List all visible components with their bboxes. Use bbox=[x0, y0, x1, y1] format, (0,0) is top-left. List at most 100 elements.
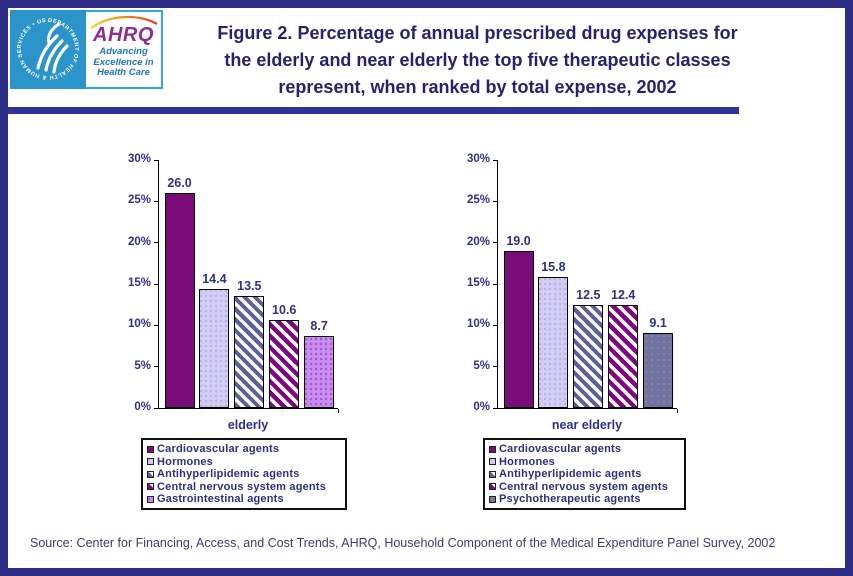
legend-swatch-icon bbox=[489, 470, 496, 478]
y-tick-mark bbox=[493, 242, 498, 244]
legend-label: Cardiovascular agents bbox=[499, 443, 622, 456]
bar-value-label: 13.5 bbox=[237, 279, 262, 293]
y-tick-mark bbox=[493, 324, 498, 326]
legend-swatch-icon bbox=[147, 458, 154, 466]
title-line: Figure 2. Percentage of annual prescribe… bbox=[217, 23, 738, 43]
ahrq-tagline-line: Excellence in bbox=[93, 56, 154, 68]
bar-psychotherapeutic-agents bbox=[643, 333, 674, 408]
bar-antihyperlipidemic-agents bbox=[573, 305, 604, 408]
bar-hormones bbox=[199, 289, 230, 408]
ahrq-tagline: Advancing Excellence in Health Care bbox=[93, 46, 154, 79]
hhs-eagle-icon bbox=[36, 22, 69, 74]
y-tick-mark bbox=[154, 159, 159, 161]
y-tick-mark bbox=[154, 324, 159, 326]
legend-item: Central nervous system agents bbox=[147, 481, 340, 494]
legend-item: Hormones bbox=[489, 456, 679, 469]
x-axis-label: near elderly bbox=[551, 418, 623, 432]
legend-item: Antihyperlipidemic agents bbox=[147, 468, 340, 481]
y-tick-label: 15% bbox=[466, 277, 490, 289]
legend-swatch-icon bbox=[489, 445, 496, 453]
legend-item: Antihyperlipidemic agents bbox=[489, 468, 679, 481]
legend-item: Cardiovascular agents bbox=[147, 443, 340, 456]
bar-value-label: 19.0 bbox=[506, 234, 531, 248]
bar-value-label: 12.4 bbox=[611, 288, 636, 302]
legend-swatch-icon bbox=[147, 470, 154, 478]
bar-antihyperlipidemic-agents bbox=[234, 296, 265, 408]
y-tick-label: 5% bbox=[473, 359, 490, 372]
title-line: represent, when ranked by total expense,… bbox=[278, 77, 677, 97]
bar-value-label: 26.0 bbox=[167, 176, 192, 190]
legend-swatch-icon bbox=[489, 495, 496, 503]
source-note: Source: Center for Financing, Access, an… bbox=[30, 536, 776, 550]
y-tick-label: 5% bbox=[134, 359, 151, 372]
ahrq-tagline-line: Health Care bbox=[97, 67, 150, 78]
legend-item: Gastrointestinal agents bbox=[147, 493, 340, 506]
legend-item: Psychotherapeutic agents bbox=[489, 493, 679, 506]
elderly-chart: 0% 5% 10% 15% 20% 25% 30% 26.0 14.4 13.5 10.6 8.7 e… bbox=[110, 152, 410, 524]
legend-swatch-icon bbox=[489, 458, 496, 466]
legend-label: Hormones bbox=[157, 455, 213, 468]
y-tick-mark bbox=[493, 200, 498, 202]
legend-label: Gastrointestinal agents bbox=[157, 493, 284, 506]
hhs-seal-icon: DEPARTMENT OF HEALTH & HUMAN SERVICES • … bbox=[10, 10, 86, 89]
y-tick-mark bbox=[493, 407, 498, 409]
y-tick-mark bbox=[154, 242, 159, 244]
legend-swatch-icon bbox=[147, 495, 154, 503]
plot-area: 0% 5% 10% 15% 20% 25% 30% 19.0 15.8 12.5 12.4 9.1 bbox=[467, 153, 678, 413]
y-tick-mark bbox=[154, 283, 159, 285]
bar-central-nervous-system-agents bbox=[608, 305, 639, 408]
ahrq-acronym: AHRQ bbox=[93, 24, 154, 46]
legend-label: Antihyperlipidemic agents bbox=[157, 468, 300, 481]
y-tick-label: 15% bbox=[127, 277, 151, 289]
y-tick-mark bbox=[154, 407, 159, 409]
page-title: Figure 2. Percentage of annual prescribe… bbox=[158, 20, 845, 101]
legend-label: Hormones bbox=[499, 455, 555, 468]
legend-item: Hormones bbox=[147, 456, 340, 469]
bar-value-label: 10.6 bbox=[272, 303, 297, 317]
legend-swatch-icon bbox=[147, 445, 154, 453]
bar-cardiovascular-agents bbox=[503, 251, 534, 408]
bar-gastrointestinal-agents bbox=[304, 336, 335, 408]
y-tick-label: 20% bbox=[127, 235, 151, 248]
y-tick-mark bbox=[493, 283, 498, 285]
title-underline-bar bbox=[8, 107, 739, 114]
near-elderly-chart: 0% 5% 10% 15% 20% 25% 30% 19.0 15.8 12.5 12.4 9.1 n… bbox=[449, 152, 749, 524]
y-tick-label: 20% bbox=[466, 235, 490, 248]
bar-value-label: 14.4 bbox=[202, 272, 227, 286]
legend-label: Cardiovascular agents bbox=[157, 443, 280, 456]
ahrq-logo: AHRQ Advancing Excellence in Health Care bbox=[86, 10, 163, 89]
plot-area: 0% 5% 10% 15% 20% 25% 30% 26.0 14.4 13.5 10.6 8.7 bbox=[128, 153, 339, 413]
legend: Cardiovascular agents Hormones Antihyperli… bbox=[483, 438, 686, 510]
bar-value-label: 15.8 bbox=[541, 260, 566, 274]
ahrq-tagline-line: Advancing bbox=[99, 46, 148, 57]
legend-label: Central nervous system agents bbox=[499, 480, 669, 493]
legend-item: Central nervous system agents bbox=[489, 481, 679, 494]
legend-item: Cardiovascular agents bbox=[489, 443, 679, 456]
legend-swatch-icon bbox=[489, 483, 496, 491]
legend: Cardiovascular agents Hormones Antihyperli… bbox=[141, 438, 347, 510]
bar-cardiovascular-agents bbox=[164, 193, 195, 408]
agency-logo-block: DEPARTMENT OF HEALTH & HUMAN SERVICES • … bbox=[10, 10, 163, 89]
y-tick-label: 30% bbox=[466, 153, 490, 165]
bar-value-label: 8.7 bbox=[310, 319, 328, 333]
bar-hormones bbox=[538, 277, 569, 408]
legend-label: Central nervous system agents bbox=[157, 480, 327, 493]
bar-value-label: 9.1 bbox=[649, 316, 667, 330]
bar-central-nervous-system-agents bbox=[269, 320, 300, 408]
ahrq-arc-icon bbox=[90, 15, 158, 29]
legend-swatch-icon bbox=[147, 483, 154, 491]
y-tick-label: 25% bbox=[127, 194, 151, 207]
y-tick-mark bbox=[493, 159, 498, 161]
y-tick-label: 25% bbox=[466, 194, 490, 207]
bar-value-label: 12.5 bbox=[576, 288, 601, 302]
y-tick-label: 30% bbox=[127, 153, 151, 165]
title-line: the elderly and near elderly the top fiv… bbox=[224, 50, 731, 70]
legend-label: Psychotherapeutic agents bbox=[499, 493, 641, 506]
legend-label: Antihyperlipidemic agents bbox=[499, 468, 642, 481]
y-tick-label: 0% bbox=[134, 401, 151, 413]
x-axis-label: elderly bbox=[227, 418, 269, 432]
y-tick-label: 0% bbox=[473, 401, 490, 413]
y-tick-mark bbox=[154, 200, 159, 202]
y-tick-mark bbox=[154, 366, 159, 368]
